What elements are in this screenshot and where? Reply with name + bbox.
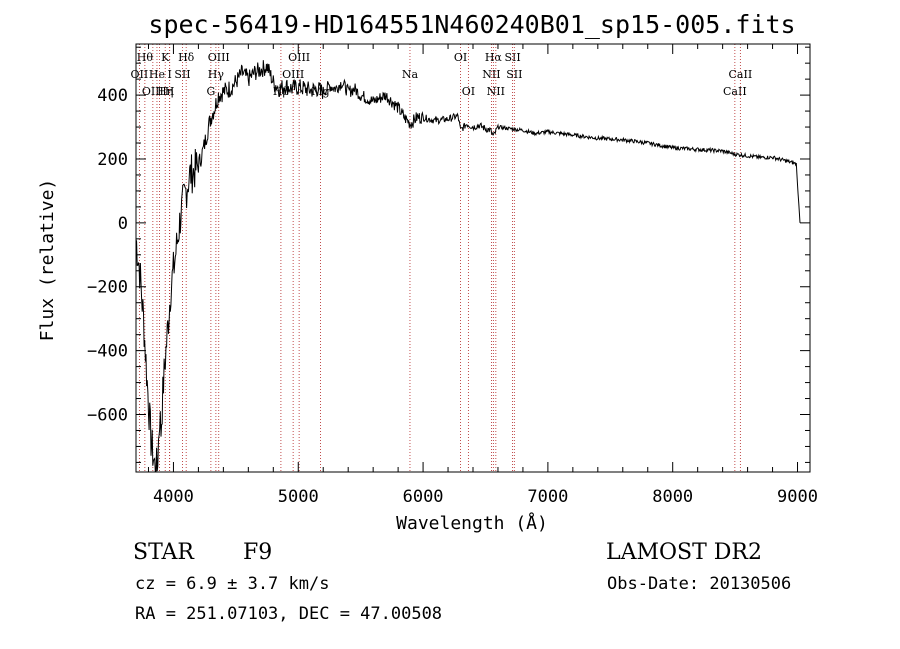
x-tick-label: 8000 <box>652 487 693 507</box>
plot-frame <box>135 43 811 473</box>
redshift-velocity: cz = 6.9 ± 3.7 km/s <box>135 574 330 594</box>
line-label: OI <box>462 85 475 98</box>
line-label: SII <box>506 68 522 81</box>
y-tick-label: 200 <box>97 150 128 170</box>
line-label: OIII <box>282 68 304 81</box>
y-tick-label: −600 <box>87 406 128 426</box>
line-label: CaII <box>729 68 753 81</box>
line-label: Hδ <box>178 51 195 64</box>
y-axis-ticks: −600 −400 −200 0 200 400 <box>87 46 810 463</box>
survey-name: LAMOST DR2 <box>606 540 762 565</box>
line-label: He <box>149 68 165 81</box>
x-tick-label: 5000 <box>278 487 319 507</box>
line-label: OIII <box>288 51 310 64</box>
line-label: Hη <box>157 85 173 98</box>
line-label: K <box>161 51 170 64</box>
observation-date: Obs-Date: 20130506 <box>607 574 792 594</box>
coordinates: RA = 251.07103, DEC = 47.00508 <box>135 604 443 624</box>
y-tick-label: 400 <box>97 86 128 106</box>
line-label: H <box>165 85 175 98</box>
y-tick-label: 0 <box>118 214 128 234</box>
line-label: Hθ <box>137 51 154 64</box>
line-label: Hγ <box>208 68 225 81</box>
line-label: SII <box>174 68 190 81</box>
line-label: SII <box>504 51 520 64</box>
x-tick-label: 7000 <box>527 487 568 507</box>
x-axis-label: Wavelength (Å) <box>396 512 548 534</box>
y-tick-label: −200 <box>87 278 128 298</box>
line-label: OII <box>131 68 149 81</box>
line-label: G <box>206 85 215 98</box>
x-tick-label: 4000 <box>153 487 194 507</box>
line-label: NII <box>482 68 500 81</box>
object-subclass: F9 <box>243 540 273 565</box>
x-tick-label: 9000 <box>777 487 818 507</box>
line-label: Na <box>402 68 419 81</box>
object-class: STAR <box>133 540 194 565</box>
chart-title: spec-56419-HD164551N460240B01_sp15-005.f… <box>148 10 795 39</box>
line-label: OIII <box>142 85 164 98</box>
line-label: OI <box>454 51 467 64</box>
line-label: I <box>168 68 172 81</box>
x-axis-ticks: 4000 5000 6000 7000 8000 9000 <box>147 44 818 507</box>
x-tick-label: 6000 <box>403 487 444 507</box>
spectrum-line <box>135 60 801 473</box>
line-label: OIII <box>208 51 230 64</box>
line-label: CaII <box>723 85 747 98</box>
line-label: NII <box>487 85 505 98</box>
line-label: Hα <box>485 51 503 64</box>
y-tick-label: −400 <box>87 342 128 362</box>
y-axis-label: Flux (relative) <box>37 179 58 342</box>
